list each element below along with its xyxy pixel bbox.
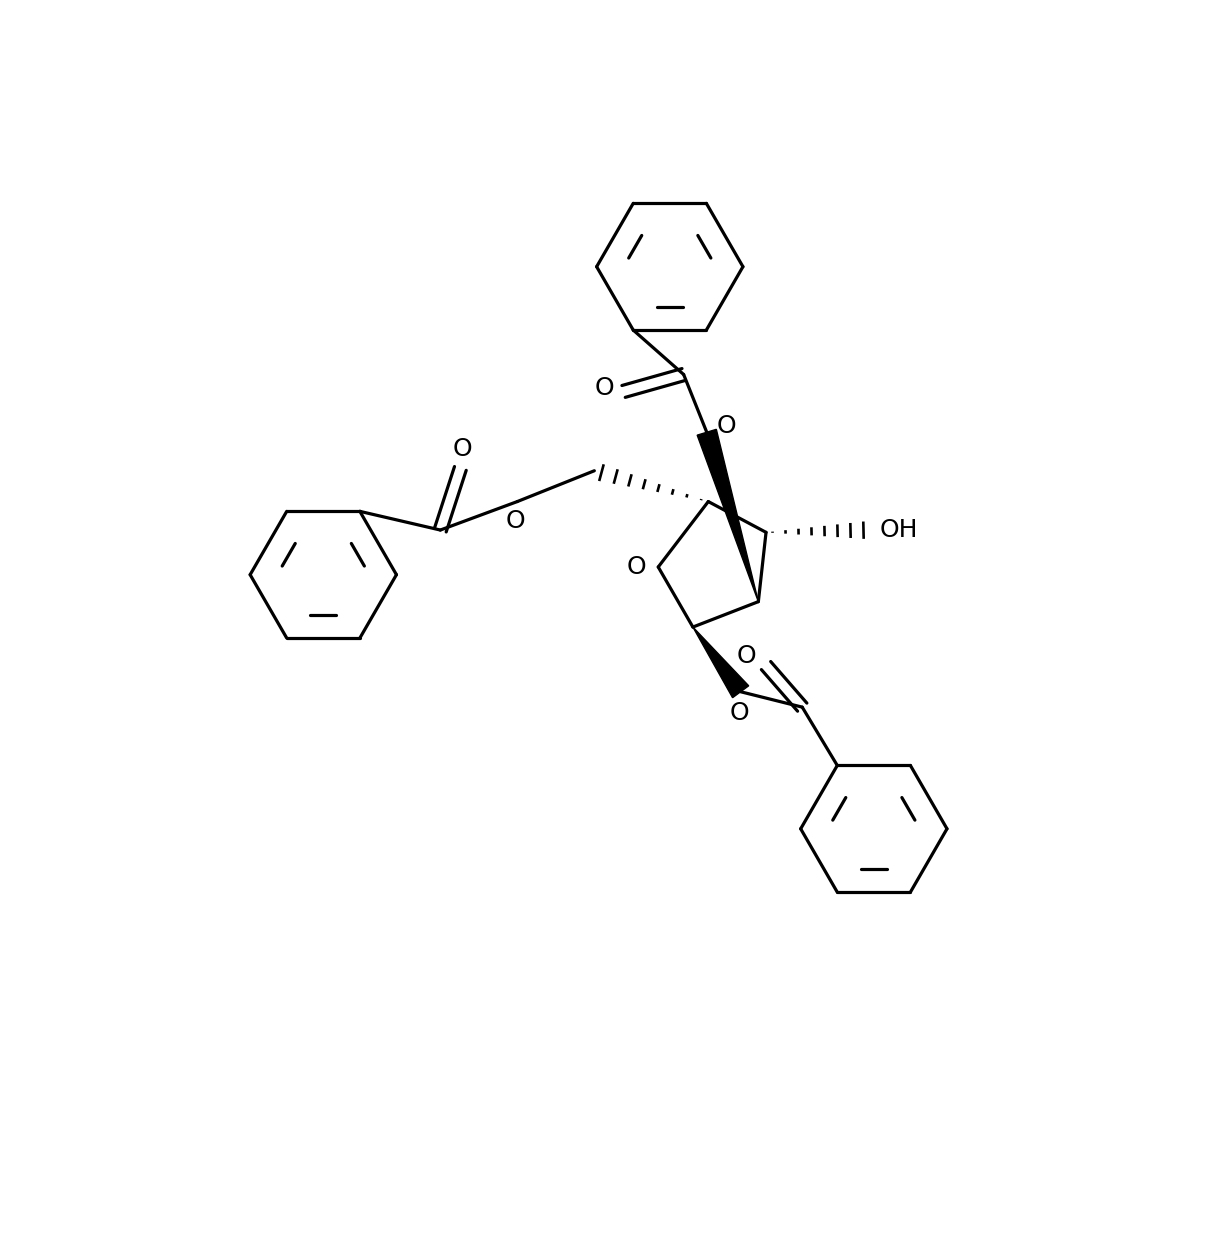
Text: O: O: [506, 509, 525, 533]
Text: O: O: [595, 375, 614, 399]
Text: O: O: [716, 415, 736, 438]
Polygon shape: [693, 627, 748, 698]
Text: O: O: [729, 701, 748, 724]
Polygon shape: [698, 430, 758, 602]
Text: O: O: [737, 644, 757, 668]
Text: OH: OH: [880, 518, 919, 542]
Text: O: O: [626, 554, 647, 580]
Text: O: O: [453, 437, 472, 461]
